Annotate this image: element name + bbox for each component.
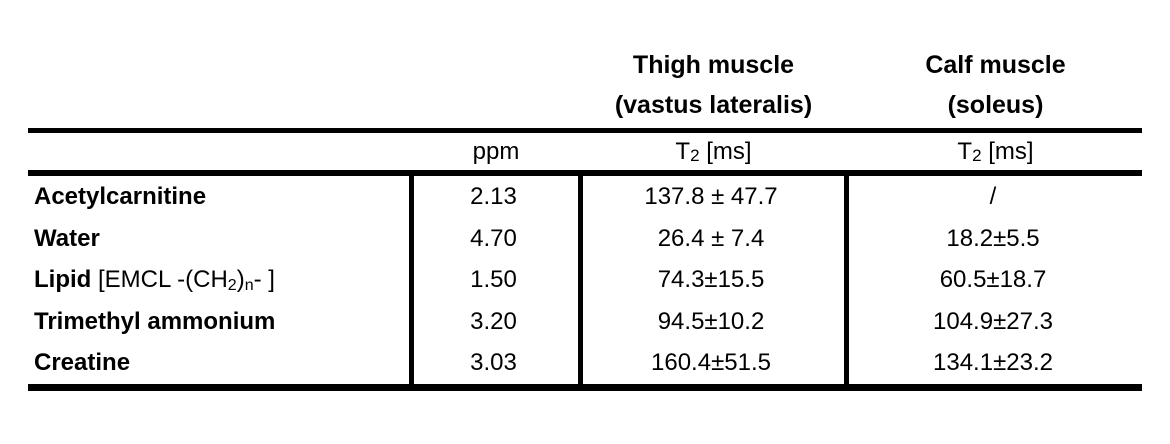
thigh-t2-value-cell: 94.5±10.2	[657, 307, 765, 335]
vertical-rule-ppm-thigh	[578, 176, 583, 384]
metabolite-name-detail: [EMCL -(CH	[91, 266, 228, 293]
calf-t2-value-cell: /	[989, 183, 997, 210]
metabolite-name: Creatine	[34, 349, 131, 376]
t2-subscript: 2	[690, 146, 700, 165]
calf-t2-value-cell: 134.1±23.2	[933, 349, 1053, 376]
ppm-value-cell: 3.20	[470, 307, 517, 335]
calf-t2-value-cell: 60.5±18.7	[939, 266, 1047, 293]
metabolite-name-cell: Acetylcarnitine	[28, 176, 409, 218]
thigh-t2-value-cell: 26.4 ± 7.4	[657, 224, 765, 252]
calf-muscle-header: Calf muscle	[925, 51, 1066, 79]
thigh-muscle-header: Thigh muscle	[632, 51, 795, 79]
metabolite-name-cell: Water	[28, 218, 409, 260]
metabolite-name-subscript: 2	[227, 277, 237, 294]
ppm-value-cell: 3.03	[470, 349, 517, 376]
table-body: Acetylcarnitine 2.13 137.8 ± 47.7 / Wate…	[28, 176, 1142, 384]
metabolite-name: Lipid	[34, 266, 92, 293]
bottom-rule	[28, 384, 1142, 391]
top-rule	[28, 128, 1142, 133]
metabolite-name-cell: Trimethyl ammonium	[28, 301, 409, 343]
ppm-column-header: ppm	[472, 138, 520, 165]
metabolite-name: Water	[34, 224, 100, 252]
thigh-muscle-subheader: (vastus lateralis)	[614, 91, 813, 119]
t2-subscript: 2	[972, 146, 982, 165]
vertical-rule-name-ppm	[409, 176, 414, 384]
metabolite-name: Acetylcarnitine	[34, 183, 207, 210]
t2-unit: [ms]	[699, 138, 752, 165]
calf-t2-column-header: T2 [ms]	[849, 134, 1142, 173]
calf-t2-value-cell: 18.2±5.5	[946, 224, 1040, 252]
metabolite-name: Trimethyl ammonium	[34, 307, 276, 335]
metabolite-name-detail: - ]	[253, 266, 275, 293]
thigh-t2-column-header: T2 [ms]	[583, 134, 844, 173]
calf-muscle-subheader: (soleus)	[947, 91, 1044, 119]
thigh-t2-value-cell: 74.3±15.5	[657, 266, 765, 293]
metabolite-name-detail: )	[236, 266, 245, 293]
t2-symbol: T	[675, 138, 691, 165]
t2-unit: [ms]	[981, 138, 1034, 165]
thigh-t2-value-cell: 137.8 ± 47.7	[644, 183, 778, 210]
thigh-t2-value-cell: 160.4±51.5	[651, 349, 771, 376]
calf-t2-value-cell: 104.9±27.3	[933, 307, 1053, 335]
ppm-value-cell: 4.70	[470, 224, 517, 252]
metabolite-name-subscript: n	[244, 277, 254, 294]
ppm-value-cell: 1.50	[470, 266, 517, 293]
metabolite-name-cell: Lipid [EMCL -(CH2)n- ]	[28, 259, 409, 301]
ppm-value-cell: 2.13	[470, 183, 517, 210]
vertical-rule-thigh-calf	[844, 176, 849, 384]
header-separator-rule	[28, 170, 1142, 176]
t2-symbol: T	[957, 138, 973, 165]
metabolite-name-cell: Creatine	[28, 342, 409, 384]
